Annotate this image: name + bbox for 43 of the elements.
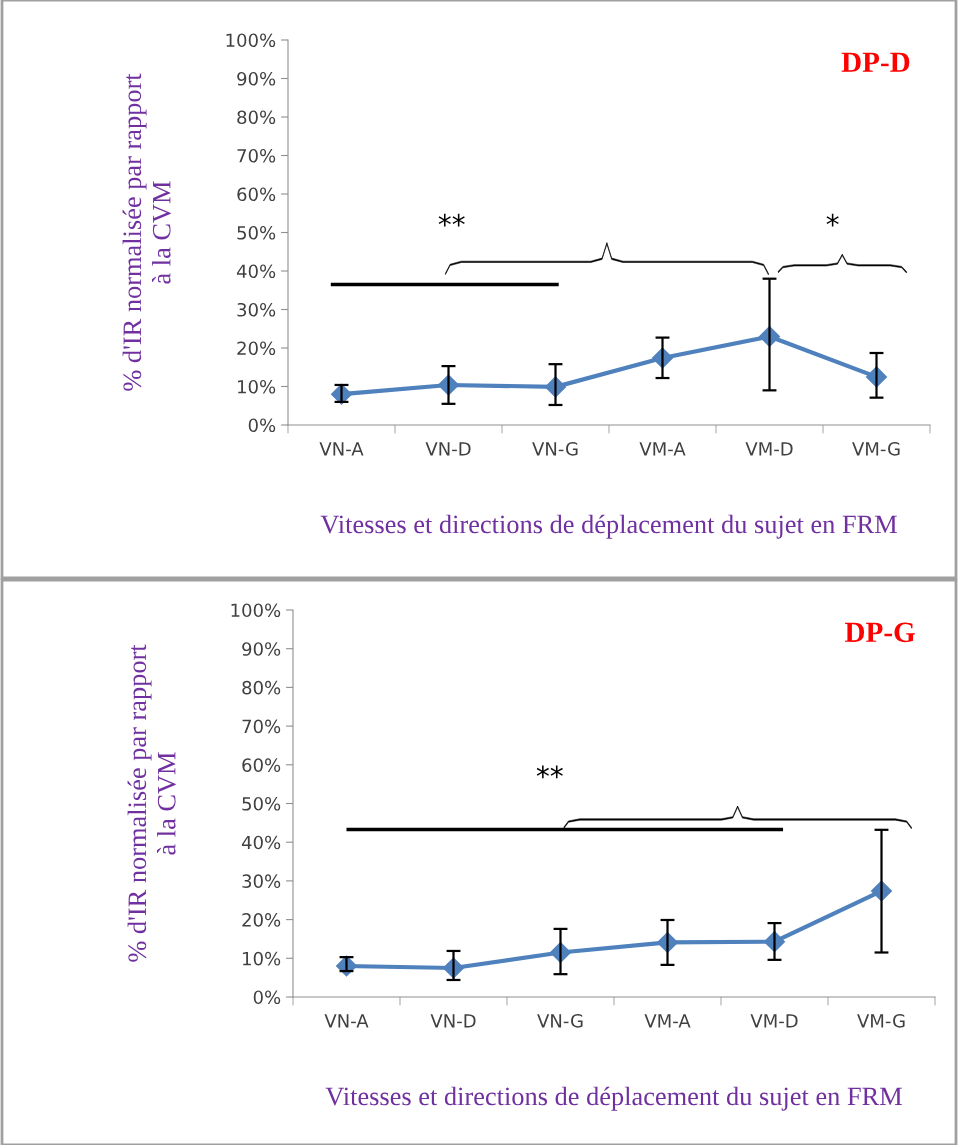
chart-title: DP-G [844,622,915,643]
x-tick-label: VM-A [644,1014,691,1028]
y-tick-label: 90% [242,642,281,656]
annotation: ** [536,765,563,779]
y-tick-label: 80% [242,680,281,695]
y-tick-label: 40% [236,264,276,279]
y-tick-label: 100% [226,33,276,48]
y-tick-label: 60% [237,187,276,202]
y-tick-label: 0% [253,990,281,1005]
y-tick-label: 10% [243,951,281,966]
x-tick-label: VN-G [537,1013,583,1028]
y-tick-label: 70% [237,148,276,163]
y-tick-label: 0% [248,418,276,433]
y-tick-label: 90% [237,71,276,86]
annotation: * [826,213,839,227]
y-tick-label: 50% [237,225,276,240]
y-tick-label: 20% [242,913,281,927]
x-tick-label: VM-G [852,441,900,456]
x-tick-label: VN-D [425,442,471,456]
y-tick-label: 70% [242,719,281,734]
y-tick-label: 30% [242,874,281,889]
x-tick-label: VM-D [750,1014,798,1028]
y-axis-title: % d'IR normalisée par rapport à la CVM [127,644,176,962]
x-tick-label: VN-A [319,442,364,456]
x-axis-title: Vitesses et directions de déplacement du sujet en FRM [325,1086,902,1111]
x-axis-title: Vitesses et directions de déplacement du sujet en FRM [320,514,897,539]
y-tick-label: 40% [241,835,281,850]
y-tick-label: 80% [237,110,276,125]
chart-title: DP-D [841,52,910,72]
x-tick-label: VN-D [430,1014,476,1028]
x-tick-label: VM-G [857,1013,905,1028]
x-tick-label: VM-A [639,442,686,456]
x-tick-label: VM-D [745,442,793,456]
x-tick-label: VN-A [324,1014,369,1028]
y-tick-label: 10% [238,379,276,394]
y-axis-title: % d'IR normalisée par rapport à la CVM [122,73,171,391]
annotation: ** [438,213,465,227]
y-tick-label: 50% [242,796,281,811]
y-tick-label: 20% [237,341,276,356]
y-tick-label: 30% [237,302,276,317]
x-tick-label: VN-G [532,441,578,456]
y-tick-label: 100% [231,603,281,618]
y-tick-label: 60% [242,758,281,772]
